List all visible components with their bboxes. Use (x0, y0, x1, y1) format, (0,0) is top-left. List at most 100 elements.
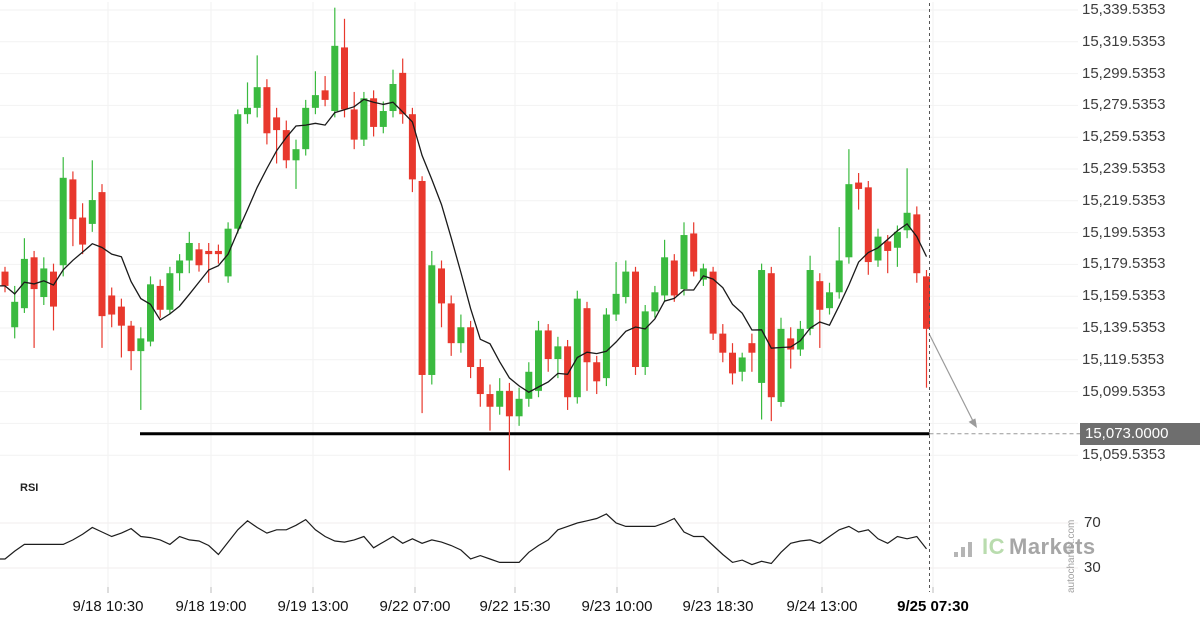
price-axis-label: 15,059.5353 (1082, 446, 1166, 464)
candle-up (826, 292, 833, 309)
candle-up (796, 328, 804, 350)
candle-up (777, 328, 785, 402)
candle-down (467, 327, 475, 368)
rsi-indicator-label: RSI (20, 482, 39, 494)
candle-up (535, 330, 542, 391)
bar-chart-icon (954, 542, 972, 557)
price-axis-label: 15,279.5353 (1082, 96, 1166, 114)
candle-down (544, 330, 552, 360)
candle-up (457, 327, 465, 344)
price-axis-label: 15,119.5353 (1082, 350, 1165, 368)
candle-down (341, 47, 348, 110)
candle-down (486, 394, 494, 407)
time-axis-label: 9/25 07:30 (897, 598, 969, 615)
time-axis-label: 9/22 15:30 (479, 598, 551, 615)
candle-up (525, 371, 533, 399)
candle-down (719, 333, 727, 353)
candle-up (515, 398, 523, 417)
candle-down (418, 180, 426, 375)
candle-up (40, 268, 48, 298)
candle-up (806, 270, 814, 329)
candle-up (389, 83, 397, 112)
time-axis-label: 9/23 18:30 (682, 598, 754, 615)
candle-down (564, 346, 572, 398)
price-axis-label: 15,159.5353 (1082, 287, 1166, 305)
candle-up (845, 184, 853, 258)
rsi-level-70-label: 70 (1084, 514, 1101, 531)
price-axis-label: 15,179.5353 (1082, 255, 1166, 273)
candle-up (758, 270, 766, 383)
candle-down (670, 260, 678, 296)
candle-down (709, 271, 717, 334)
price-axis-label: 15,199.5353 (1082, 223, 1166, 241)
candle-down (195, 249, 203, 266)
moving-average-line (0, 98, 928, 393)
candle-down (438, 268, 445, 304)
candle-down (263, 87, 271, 134)
candle-up (602, 314, 610, 379)
forecast-arrow-line (928, 333, 976, 426)
candle-down (214, 250, 222, 255)
time-axis-label: 9/19 13:00 (277, 598, 349, 615)
candle-down (855, 182, 863, 189)
candle-up (874, 236, 882, 261)
candle-up (137, 338, 145, 352)
candle-down (505, 390, 513, 417)
candle-down (399, 72, 407, 115)
candle-down (447, 303, 455, 344)
candle-down (408, 114, 416, 180)
candle-up (612, 293, 620, 315)
candle-up (738, 357, 746, 372)
candle-down (30, 257, 38, 290)
candle-down (321, 90, 329, 100)
candle-up (244, 107, 251, 115)
candle-up (573, 298, 581, 398)
support-price-badge: 15,073.0000 (1080, 422, 1200, 445)
candle-up (185, 242, 193, 261)
candle-up (496, 390, 504, 407)
candle-down (350, 109, 358, 140)
candle-down (79, 217, 87, 245)
candle-up (234, 114, 242, 229)
time-axis-label: 9/24 13:00 (786, 598, 858, 615)
candle-up (379, 111, 387, 127)
candle-up (680, 235, 688, 290)
candle-up (311, 95, 319, 108)
rsi-level-30-label: 30 (1084, 559, 1101, 576)
candle-down (632, 271, 639, 368)
candle-up (88, 200, 96, 224)
time-axis-label: 9/23 10:00 (581, 598, 653, 615)
candle-down (729, 352, 736, 374)
forecast-arrow-head (968, 418, 977, 428)
candle-down (913, 214, 921, 274)
candle-down (50, 271, 57, 307)
candle-down (690, 233, 698, 272)
candle-down (767, 273, 775, 398)
price-axis-label: 15,139.5353 (1082, 319, 1166, 336)
candle-down (864, 187, 872, 263)
candle-down (748, 343, 756, 353)
candle-down (583, 308, 591, 363)
candle-up (641, 311, 649, 368)
candle-up (360, 98, 368, 140)
candle-down (69, 179, 77, 220)
candle-up (292, 149, 300, 161)
price-axis-label: 15,219.5353 (1082, 191, 1166, 209)
candle-down (476, 367, 484, 395)
candle-up (11, 301, 19, 328)
candle-up (253, 87, 261, 108)
candle-up (893, 231, 901, 248)
candle-up (302, 107, 310, 150)
candle-down (593, 362, 601, 382)
ic-markets-watermark: IC Markets (952, 534, 1096, 560)
candle-down (370, 98, 378, 127)
candle-down (108, 295, 116, 315)
candle-down (923, 276, 930, 329)
price-axis-label: 15,339.5353 (1082, 1, 1166, 18)
time-axis-label: 9/22 07:00 (379, 598, 451, 615)
candle-up (428, 265, 436, 375)
candle-down (787, 338, 795, 350)
price-axis-label: 15,259.5353 (1082, 128, 1166, 146)
